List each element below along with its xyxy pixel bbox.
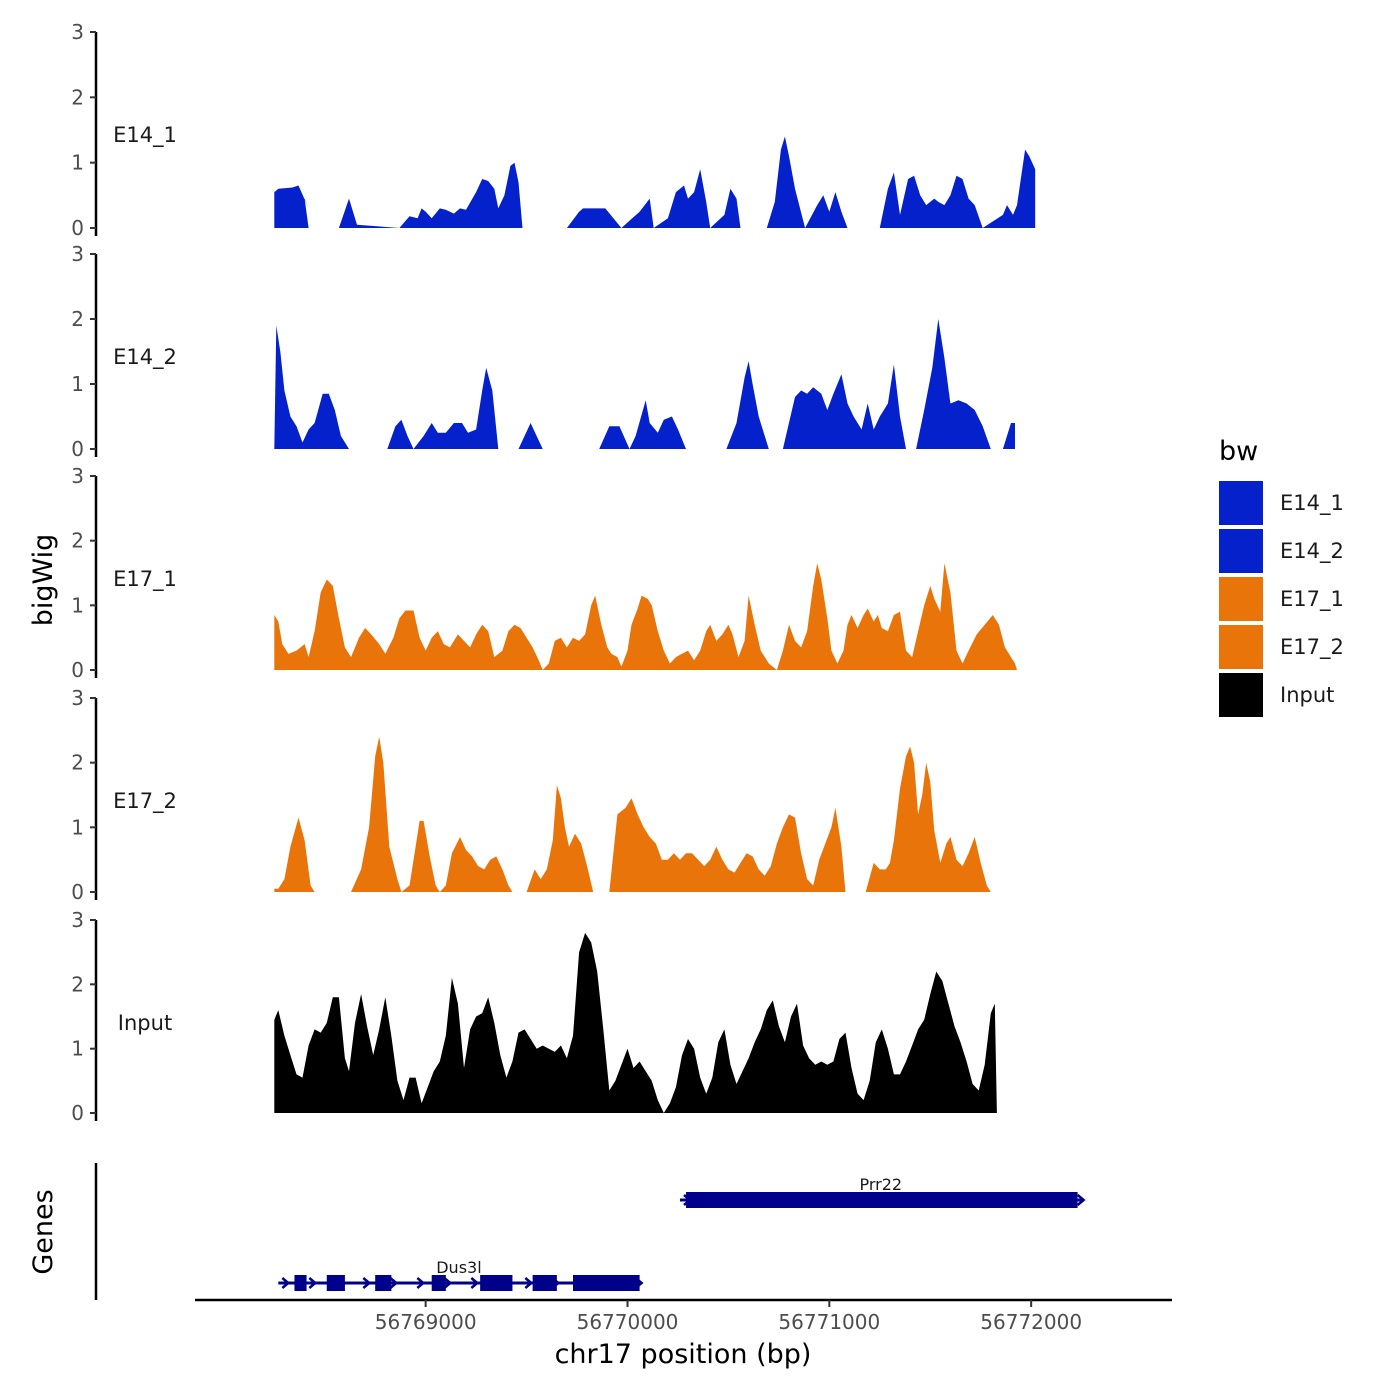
exon bbox=[572, 1275, 640, 1291]
y-tick-label: 0 bbox=[71, 216, 84, 240]
y-tick-label: 1 bbox=[71, 1037, 84, 1061]
legend-item-E14_2: E14_2 bbox=[1219, 529, 1344, 573]
strand-arrow bbox=[281, 1277, 291, 1289]
y-tick-label: 0 bbox=[71, 437, 84, 461]
strand-arrow bbox=[308, 1277, 318, 1289]
strand-arrow bbox=[416, 1277, 426, 1289]
strand-arrow bbox=[443, 1277, 453, 1289]
x-tick-label: 56769000 bbox=[375, 1310, 477, 1334]
y-tick-label: 2 bbox=[71, 307, 84, 331]
y-tick-label: 2 bbox=[71, 751, 84, 775]
y-tick-label: 0 bbox=[71, 1101, 84, 1125]
x-tick-label: 56770000 bbox=[577, 1310, 679, 1334]
legend-label: E17_2 bbox=[1280, 635, 1344, 660]
x-tick-label: 56772000 bbox=[980, 1310, 1082, 1334]
exon bbox=[532, 1275, 557, 1291]
track-label: E17_2 bbox=[113, 789, 177, 814]
gene-Dus3l: Dus3l bbox=[278, 1258, 644, 1291]
y-tick-label: 2 bbox=[71, 85, 84, 109]
y-tick-label: 3 bbox=[71, 686, 84, 710]
exon bbox=[431, 1275, 446, 1291]
track-E17_1: 0 1 2 3 E17_1 bbox=[71, 464, 1017, 682]
coverage-area-E14_2 bbox=[274, 319, 1015, 449]
legend-item-E17_1: E17_1 bbox=[1219, 577, 1344, 621]
track-label: E14_2 bbox=[113, 345, 177, 370]
strand-arrow bbox=[470, 1277, 480, 1289]
track-label: Input bbox=[118, 1011, 172, 1035]
legend-label: E17_1 bbox=[1280, 587, 1344, 612]
legend-item-Input: Input bbox=[1219, 673, 1334, 717]
y-tick-label: 1 bbox=[71, 593, 84, 617]
exon bbox=[294, 1275, 307, 1291]
track-label: E14_1 bbox=[113, 123, 177, 148]
y-tick-label: 3 bbox=[71, 20, 84, 44]
y-tick-label: 2 bbox=[71, 529, 84, 553]
gene-label: Prr22 bbox=[859, 1175, 902, 1194]
track-Input: 0 1 2 3 Input bbox=[71, 908, 997, 1125]
genes-panel: Genes Dus3l Prr22 bbox=[28, 1163, 1086, 1300]
gene-Prr22: Prr22 bbox=[679, 1175, 1086, 1208]
legend-swatch bbox=[1219, 577, 1263, 621]
y-tick-label: 2 bbox=[71, 972, 84, 996]
coverage-area-E14_1 bbox=[274, 136, 1036, 228]
legend: bw E14_1 E14_2 E17_1 E17_2 Input bbox=[1219, 436, 1344, 717]
y-axis-title: bigWig bbox=[28, 534, 59, 627]
legend-items: E14_1 E14_2 E17_1 E17_2 Input bbox=[1219, 481, 1344, 717]
exon bbox=[326, 1275, 345, 1291]
strand-arrow bbox=[389, 1277, 399, 1289]
strand-arrow bbox=[634, 1277, 644, 1289]
y-tick-label: 3 bbox=[71, 908, 84, 932]
y-tick-label: 1 bbox=[71, 151, 84, 175]
genes-axis-title: Genes bbox=[28, 1189, 59, 1274]
x-tick-label: 56771000 bbox=[778, 1310, 880, 1334]
legend-item-E14_1: E14_1 bbox=[1219, 481, 1344, 525]
gene-label: Dus3l bbox=[436, 1258, 481, 1277]
coverage-area-Input bbox=[274, 932, 997, 1113]
legend-title: bw bbox=[1219, 436, 1258, 467]
strand-arrow bbox=[362, 1277, 372, 1289]
legend-label: Input bbox=[1280, 683, 1334, 707]
y-tick-label: 3 bbox=[71, 464, 84, 488]
exon bbox=[480, 1275, 513, 1291]
strand-arrow bbox=[524, 1277, 534, 1289]
track-label: E17_1 bbox=[113, 567, 177, 592]
coverage-tracks: 0 1 2 3 E14_1 0 1 2 3 E14_2 0 1 2 3 E17_1 0 1 2 3 E17_2 0 1 2 3… bbox=[71, 20, 1036, 1125]
strand-arrow bbox=[1076, 1194, 1086, 1206]
track-E14_1: 0 1 2 3 E14_1 bbox=[71, 20, 1036, 240]
legend-swatch bbox=[1219, 481, 1263, 525]
track-E14_2: 0 1 2 3 E14_2 bbox=[71, 242, 1015, 461]
legend-label: E14_2 bbox=[1280, 539, 1344, 564]
gene-models: Dus3l Prr22 bbox=[278, 1175, 1086, 1291]
coverage-area-E17_2 bbox=[274, 736, 991, 892]
track-E17_2: 0 1 2 3 E17_2 bbox=[71, 686, 991, 904]
legend-swatch bbox=[1219, 625, 1263, 669]
y-tick-label: 0 bbox=[71, 880, 84, 904]
legend-item-E17_2: E17_2 bbox=[1219, 625, 1344, 669]
exon bbox=[686, 1192, 1078, 1208]
exon bbox=[375, 1275, 392, 1291]
coverage-area-E17_1 bbox=[274, 563, 1017, 670]
y-tick-label: 1 bbox=[71, 815, 84, 839]
y-tick-label: 0 bbox=[71, 658, 84, 682]
legend-swatch bbox=[1219, 673, 1263, 717]
y-tick-label: 1 bbox=[71, 372, 84, 396]
legend-swatch bbox=[1219, 529, 1263, 573]
x-axis: 56769000 56770000 56771000 56772000 chr17 p… bbox=[195, 1298, 1172, 1370]
x-ticks: 56769000 56770000 56771000 56772000 bbox=[375, 1300, 1082, 1334]
x-axis-title: chr17 position (bp) bbox=[555, 1339, 812, 1370]
y-tick-label: 3 bbox=[71, 242, 84, 266]
legend-label: E14_1 bbox=[1280, 491, 1344, 516]
